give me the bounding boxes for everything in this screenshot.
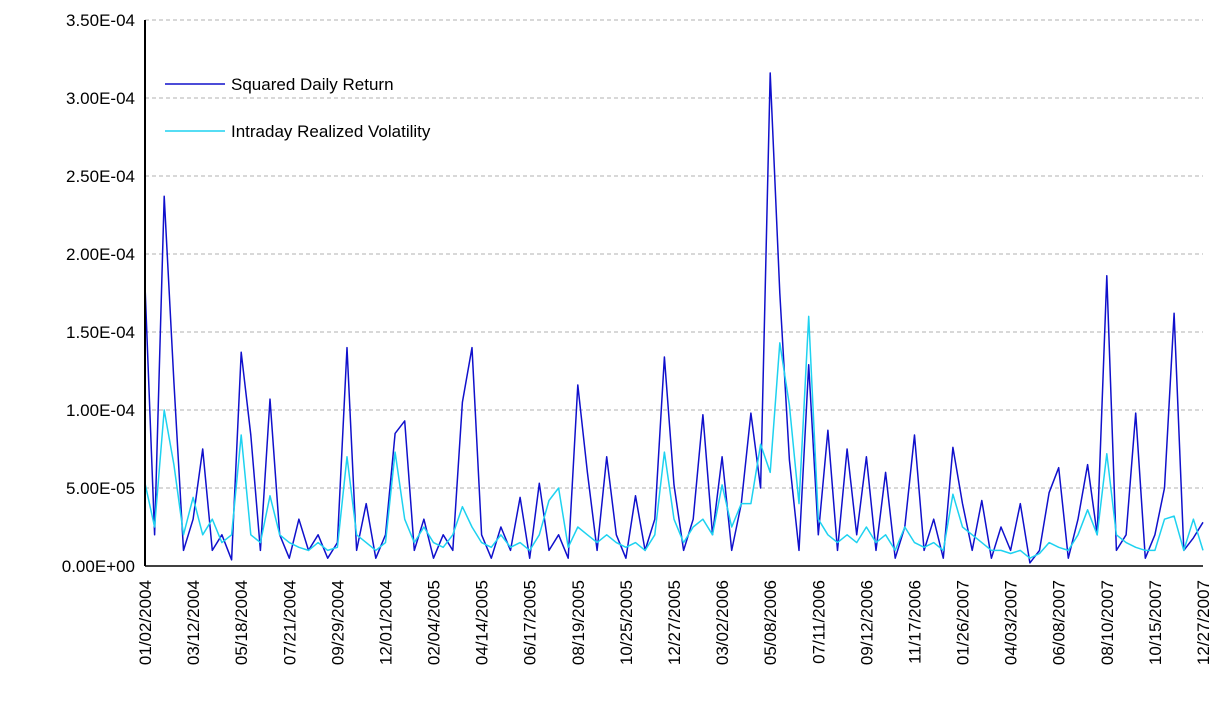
y-tick-label: 1.50E-04 (66, 323, 135, 342)
x-tick-label: 03/12/2004 (184, 580, 203, 665)
x-tick-label: 03/02/2006 (713, 580, 732, 665)
x-tick-label: 10/25/2005 (617, 580, 636, 665)
series-line (144, 315, 1204, 559)
x-tick-label: 07/11/2006 (809, 580, 828, 664)
y-tick-label: 0.00E+00 (62, 557, 135, 576)
x-tick-label: 04/14/2005 (473, 580, 492, 665)
x-tick-label: 01/26/2007 (954, 580, 973, 665)
legend-label: Intraday Realized Volatility (231, 122, 431, 141)
y-tick-label: 2.00E-04 (66, 245, 135, 264)
x-tick-label: 05/08/2006 (761, 580, 780, 665)
x-tick-label: 12/01/2004 (376, 580, 395, 665)
y-tick-label: 3.00E-04 (66, 89, 135, 108)
x-tick-label: 07/21/2004 (280, 580, 299, 665)
x-tick-label: 04/03/2007 (1002, 580, 1021, 665)
x-tick-label: 11/17/2006 (905, 580, 924, 664)
x-tick-label: 12/27/2005 (665, 580, 684, 665)
x-tick-label: 05/18/2004 (232, 580, 251, 665)
legend-label: Squared Daily Return (231, 75, 394, 94)
x-tick-label: 10/15/2007 (1146, 580, 1165, 665)
x-tick-label: 09/29/2004 (328, 580, 347, 665)
y-tick-label: 5.00E-05 (66, 479, 135, 498)
series-line (144, 72, 1204, 564)
y-tick-label: 2.50E-04 (66, 167, 135, 186)
x-tick-label: 08/19/2005 (569, 580, 588, 665)
x-tick-label: 01/02/2004 (136, 580, 155, 665)
x-tick-label: 02/04/2005 (425, 580, 444, 665)
x-tick-label: 06/08/2007 (1050, 580, 1069, 665)
y-tick-label: 1.00E-04 (66, 401, 135, 420)
x-tick-label: 09/12/2006 (857, 580, 876, 665)
x-tick-label: 06/17/2005 (521, 580, 540, 665)
y-tick-label: 3.50E-04 (66, 11, 135, 30)
x-tick-label: 12/27/2007 (1194, 580, 1213, 665)
x-tick-label: 08/10/2007 (1098, 580, 1117, 665)
